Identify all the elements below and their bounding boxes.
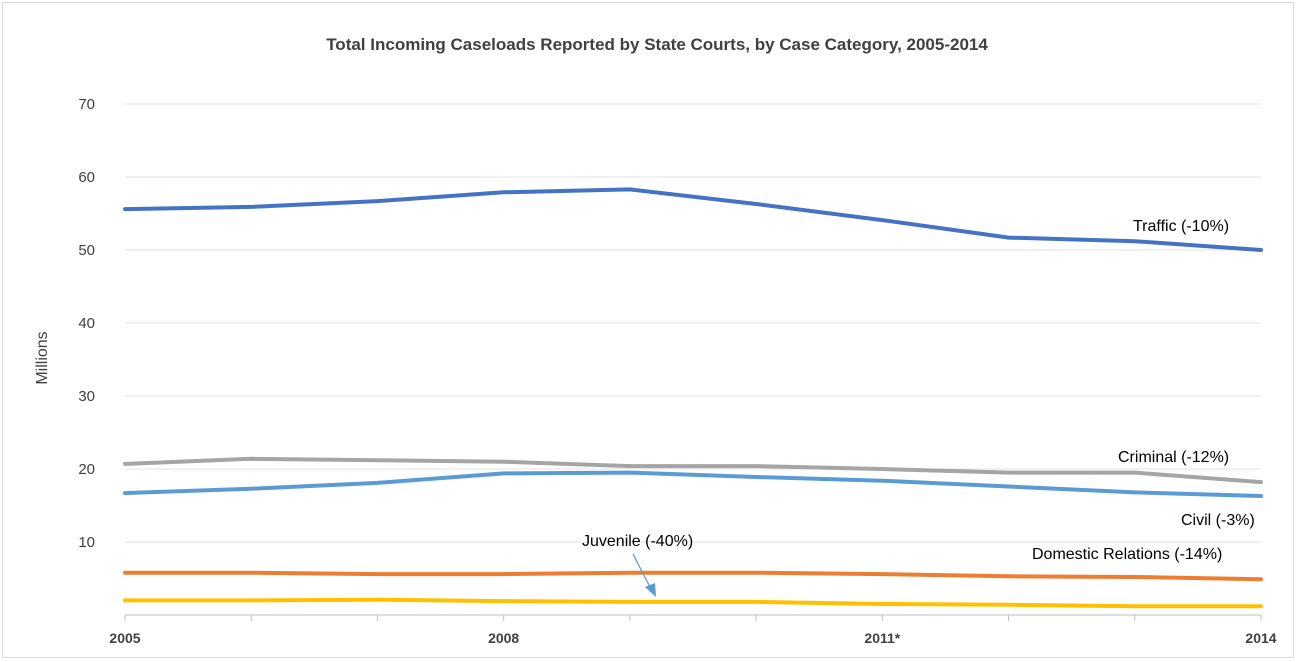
juvenile-arrowhead: [645, 583, 656, 597]
x-tick-label: 2011*: [864, 630, 900, 646]
y-tick-label: 30: [78, 388, 95, 405]
series-annotations: Traffic (-10%) Criminal (-12%) Civil (-3…: [582, 218, 1255, 597]
y-tick-label: 40: [78, 315, 95, 332]
y-tick-label: 10: [78, 534, 95, 551]
series-line-civil: [123, 470, 1263, 498]
annotation-civil: Civil (-3%): [1181, 512, 1255, 529]
gridlines: 10 20 30 40 50 60 70: [78, 96, 1261, 551]
y-tick-label: 60: [78, 169, 95, 186]
series-line-juvenile: [123, 597, 1263, 609]
x-tick-label: 2014: [1245, 630, 1276, 646]
x-tick-label: 2008: [488, 630, 519, 646]
annotation-criminal: Criminal (-12%): [1118, 449, 1229, 466]
annotation-domestic-relations: Domestic Relations (-14%): [1032, 546, 1222, 563]
juvenile-arrow: [632, 553, 652, 590]
x-tick-label: 2005: [109, 630, 140, 646]
axes: 2005 2008 2011* 2014: [109, 614, 1277, 646]
y-tick-label: 20: [78, 461, 95, 478]
y-axis-label: Millions: [34, 331, 51, 384]
annotation-juvenile: Juvenile (-40%): [582, 533, 693, 550]
series-line-domestic-relations: [123, 570, 1263, 582]
series-line-criminal: [123, 456, 1263, 485]
line-chart: Total Incoming Caseloads Reported by Sta…: [34, 35, 1277, 646]
y-tick-label: 70: [78, 96, 95, 113]
y-tick-label: 50: [78, 242, 95, 259]
series-lines: [123, 187, 1263, 609]
annotation-traffic: Traffic (-10%): [1133, 218, 1229, 235]
series-line-traffic: [123, 187, 1263, 252]
chart-title: Total Incoming Caseloads Reported by Sta…: [326, 35, 988, 54]
